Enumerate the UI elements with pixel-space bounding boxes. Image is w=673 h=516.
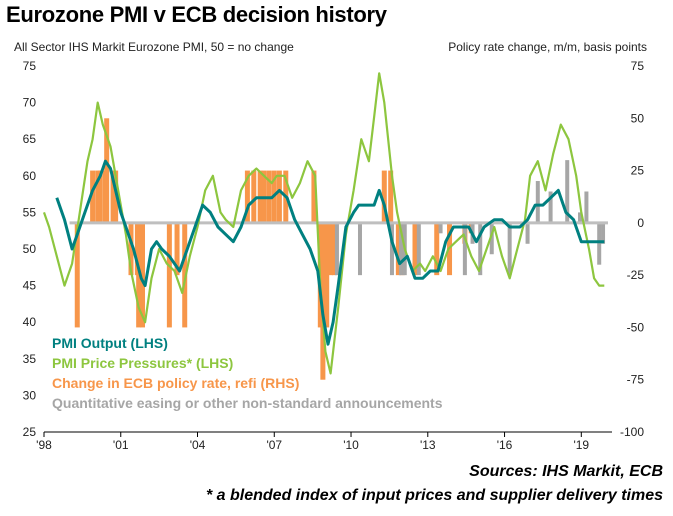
x-tick-label-4: '10: [343, 438, 359, 452]
refi-bar-5: [104, 118, 110, 223]
legend: PMI Output (LHS) PMI Price Pressures* (LH…: [52, 335, 443, 411]
right-axis-title: Policy rate change, m/m, basis points: [448, 40, 647, 54]
right-tick-label-4: -25: [627, 268, 645, 282]
qe-bar-13: [535, 181, 540, 223]
qe-bar-10: [489, 222, 494, 255]
qe-bar-7: [462, 222, 467, 276]
qe-bar-11: [507, 222, 512, 276]
refi-bar-11: [140, 222, 146, 328]
legend-item-2: Change in ECB policy rate, refi (RHS): [52, 375, 299, 391]
refi-bar-32: [395, 222, 401, 276]
qe-bar-5: [416, 222, 421, 276]
x-tick-label-1: '01: [113, 438, 129, 452]
axes: 75 70 65 60 55 50 45 40 35 30 25 75 50 25 0 -25 -50 -75 -1…: [23, 59, 645, 452]
series-lines: [42, 72, 605, 375]
refi-bar-23: [311, 170, 317, 223]
right-tick-label-6: -75: [627, 373, 645, 387]
left-tick-label-2: 65: [23, 132, 37, 146]
left-axis-title: All Sector IHS Markit Eurozone PMI, 50 =…: [14, 40, 294, 54]
refi-bar-14: [182, 222, 188, 328]
qe-bar-1: [357, 222, 362, 276]
left-tick-label-9: 30: [23, 388, 37, 402]
left-tick-label-4: 55: [23, 205, 37, 219]
refi-bar-15: [244, 170, 250, 223]
left-tick-label-8: 35: [23, 352, 37, 366]
left-tick-label-3: 60: [23, 169, 37, 183]
refi-bar-8: [128, 222, 134, 276]
pmi-output-line: [55, 159, 605, 346]
refi-bar-34: [412, 222, 418, 276]
x-tick-label-0: '98: [36, 438, 52, 452]
qe-bar-15: [565, 160, 570, 223]
x-tick-label-3: '07: [266, 438, 282, 452]
refi-bar-35: [434, 222, 440, 276]
sources-note: Sources: IHS Markit, ECB * a blended ind…: [206, 460, 663, 508]
right-tick-label-7: -100: [620, 425, 644, 439]
legend-item-0: PMI Output (LHS): [52, 335, 168, 351]
refi-bar-26: [321, 222, 327, 328]
refi-bar-27: [324, 222, 330, 328]
x-tick-label-6: '16: [497, 438, 513, 452]
right-tick-label-1: 50: [631, 111, 645, 125]
x-tick-label-2: '04: [190, 438, 206, 452]
sources-line: Sources: IHS Markit, ECB: [469, 463, 663, 480]
legend-item-3: Quantitative easing or other non-standar…: [52, 395, 443, 411]
right-tick-label-2: 25: [631, 164, 645, 178]
refi-bar-30: [381, 170, 387, 223]
qe-bar-3: [398, 222, 403, 276]
left-tick-label-10: 25: [23, 425, 37, 439]
refi-bar-16: [251, 170, 257, 223]
left-tick-label-6: 45: [23, 279, 37, 293]
qe-bar-2: [389, 222, 394, 276]
legend-item-1: PMI Price Pressures* (LHS): [52, 355, 233, 371]
right-tick-label-3: 0: [637, 216, 644, 230]
qe-bar-6: [438, 222, 443, 234]
refi-bar-28: [328, 222, 334, 276]
refi-bar-21: [276, 170, 282, 223]
refi-bar-10: [136, 222, 142, 328]
qe-bars: [334, 160, 606, 276]
right-tick-label-0: 75: [631, 59, 645, 73]
qe-bar-19: [601, 222, 606, 244]
left-tick-label-5: 50: [23, 242, 37, 256]
left-tick-label-0: 75: [23, 59, 37, 73]
left-tick-label-7: 40: [23, 315, 37, 329]
qe-bar-17: [584, 191, 589, 223]
refi-bar-2: [95, 170, 101, 223]
refi-bar-13: [174, 222, 180, 276]
qe-bar-16: [578, 212, 583, 223]
refi-bar-3: [97, 170, 103, 223]
refi-bar-12: [166, 222, 172, 328]
x-tick-label-5: '13: [420, 438, 436, 452]
refi-bar-29: [331, 222, 337, 276]
left-tick-label-1: 70: [23, 96, 37, 110]
qe-bar-12: [525, 222, 530, 244]
x-tick-label-7: '19: [573, 438, 589, 452]
refi-bar-1: [90, 170, 96, 223]
qe-bar-14: [548, 191, 553, 223]
right-tick-label-5: -50: [627, 320, 645, 334]
refi-bar-6: [110, 170, 116, 223]
chart-title: Eurozone PMI v ECB decision history: [6, 2, 387, 27]
pmi-price-line: [42, 72, 605, 375]
footnote-line: * a blended index of input prices and su…: [206, 487, 663, 504]
qe-bar-9: [478, 222, 483, 276]
qe-bar-0: [334, 222, 339, 276]
refi-bar-0: [74, 222, 80, 328]
refi-bar-31: [388, 170, 394, 223]
qe-bar-18: [597, 222, 602, 265]
